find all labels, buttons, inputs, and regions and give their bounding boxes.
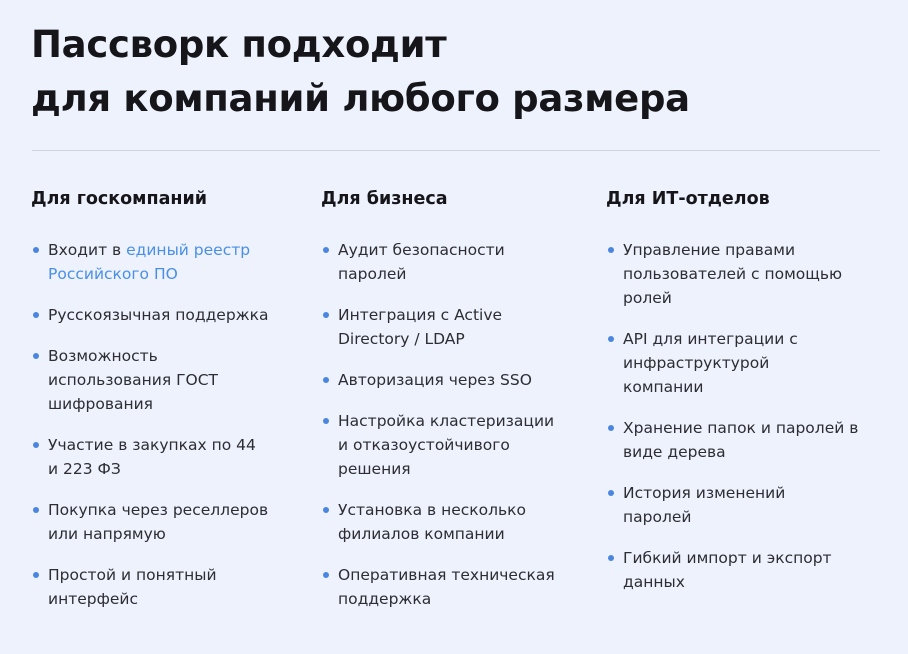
column-it: Для ИТ-отделов Управление правами пользо… [606, 186, 866, 611]
bullet-icon [33, 247, 39, 253]
bullet-icon [323, 418, 329, 424]
list-item: Настройка кластеризации и отказоустойчив… [321, 409, 568, 481]
item-text: Гибкий импорт и экспорт данных [623, 549, 832, 591]
item-text: Покупка через реселлеров или напрямую [48, 501, 269, 543]
bullet-icon [33, 312, 39, 318]
item-text: Возможность использования ГОСТ шифровани… [48, 347, 219, 413]
bullet-icon [33, 507, 39, 513]
list-item: Гибкий импорт и экспорт данных [606, 546, 858, 594]
list-item: Входит в единый реестр Российского ПО [31, 238, 263, 286]
item-text: Настройка кластеризации и отказоустойчив… [338, 412, 555, 478]
bullet-icon [608, 425, 614, 431]
bullet-icon [608, 490, 614, 496]
column-gov: Для госкомпаний Входит в единый реестр Р… [31, 186, 281, 628]
item-text: Управление правами пользователей с помощ… [623, 241, 843, 307]
bullet-icon [323, 247, 329, 253]
column-heading: Для госкомпаний [31, 189, 207, 209]
bullet-icon [323, 377, 329, 383]
list-item: Русскоязычная поддержка [31, 303, 281, 327]
list-item: Установка в несколько филиалов компании [321, 498, 543, 546]
item-text: Участие в закупках по 44 и 223 ФЗ [48, 436, 256, 478]
page-title: Пассворк подходит для компаний любого ра… [31, 18, 690, 126]
divider [32, 150, 880, 151]
bullet-icon [33, 353, 39, 359]
bullet-icon [608, 247, 614, 253]
item-text: Входит в [48, 241, 127, 259]
bullet-icon [608, 336, 614, 342]
list-item: Покупка через реселлеров или напрямую [31, 498, 288, 546]
list-item: Оперативная техническая поддержка [321, 563, 568, 611]
item-text: История изменений паролей [623, 484, 786, 526]
title-line-2: для компаний любого размера [31, 77, 690, 120]
list-item: История изменений паролей [606, 481, 823, 529]
list-item: Управление правами пользователей с помощ… [606, 238, 863, 310]
item-text: Хранение папок и паролей в виде дерева [623, 419, 859, 461]
registry-link[interactable]: единый реестр Российского ПО [48, 241, 251, 283]
bullet-icon [323, 572, 329, 578]
column-heading: Для бизнеса [321, 189, 448, 209]
item-text: Оперативная техническая поддержка [338, 566, 555, 608]
list-item: Интеграция с Active Directory / LDAP [321, 303, 518, 351]
list-item: Участие в закупках по 44 и 223 ФЗ [31, 433, 263, 481]
bullet-icon [608, 555, 614, 561]
item-text: Установка в несколько филиалов компании [338, 501, 527, 543]
column-business: Для бизнеса Аудит безопасности паролей И… [321, 186, 571, 628]
item-text: Интеграция с Active Directory / LDAP [338, 306, 503, 348]
bullet-icon [323, 312, 329, 318]
bullet-icon [323, 507, 329, 513]
item-text: Простой и понятный интерфейс [48, 566, 217, 608]
title-line-1: Пассворк подходит [31, 23, 447, 66]
column-heading: Для ИТ-отделов [606, 189, 770, 209]
item-text: Авторизация через SSO [338, 371, 532, 389]
item-text: Русскоязычная поддержка [48, 306, 269, 324]
list-item: Возможность использования ГОСТ шифровани… [31, 344, 238, 416]
list-item: Хранение папок и паролей в виде дерева [606, 416, 868, 464]
list-item: Простой и понятный интерфейс [31, 563, 248, 611]
item-text: Аудит безопасности паролей [338, 241, 505, 283]
item-text: API для интеграции с инфраструктурой ком… [623, 330, 798, 396]
list-item: Авторизация через SSO [321, 368, 571, 392]
bullet-icon [33, 442, 39, 448]
bullet-icon [33, 572, 39, 578]
list-item: API для интеграции с инфраструктурой ком… [606, 327, 808, 399]
list-item: Аудит безопасности паролей [321, 238, 528, 286]
